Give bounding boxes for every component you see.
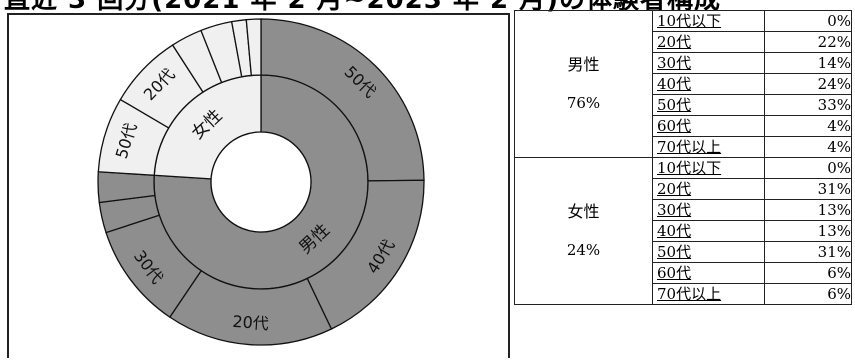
chart-frame: 男性 女性 50代 40代 20代 30代 50代 20代 [7, 13, 510, 358]
percent-cell: 22% [764, 31, 852, 53]
age-cell: 20代 [652, 31, 765, 53]
group-share: 76% [566, 94, 601, 112]
group-cell: 男性 76% [514, 10, 653, 158]
table-row: 男性 76% 10代以下 0% [514, 10, 852, 158]
age-cell: 40代 [652, 220, 765, 242]
age-cell: 60代 [652, 115, 765, 137]
age-cell: 50代 [652, 241, 765, 263]
percent-cell: 13% [764, 199, 852, 221]
percent-cell: 6% [764, 283, 852, 305]
percent-cell: 6% [764, 262, 852, 284]
table-row: 60代 6% [515, 262, 852, 284]
age-cell: 20代 [652, 178, 765, 200]
percent-cell: 31% [764, 178, 852, 200]
table-row: 40代 24% [515, 73, 852, 95]
table-row: 70代以上 6% [515, 283, 852, 305]
age-cell: 60代 [652, 262, 765, 284]
percent-cell: 24% [764, 73, 852, 95]
age-cell: 10代以下 [652, 157, 765, 179]
group-name: 男性 [567, 55, 600, 74]
group-share: 24% [566, 241, 601, 259]
percent-cell: 31% [764, 241, 852, 263]
table-row: 30代 14% [515, 52, 852, 74]
table-row: 20代 22% [515, 31, 852, 53]
percent-cell: 13% [764, 220, 852, 242]
age-cell: 10代以下 [652, 10, 765, 32]
outer-slice-label: 20代 [232, 312, 270, 334]
percent-cell: 0% [764, 10, 852, 32]
age-cell: 70代以上 [652, 283, 765, 305]
outer-slice [245, 18, 262, 77]
age-cell: 30代 [652, 52, 765, 74]
table-row: 20代 31% [515, 178, 852, 200]
percent-cell: 33% [764, 94, 852, 116]
age-cell: 40代 [652, 73, 765, 95]
percent-cell: 14% [764, 52, 852, 74]
table-row: 50代 33% [515, 94, 852, 116]
distribution-table: 男性 76% 10代以下 0% 20代 22% 30代 14% 40代 24% 50代 33% 60代 4… [514, 10, 852, 305]
table-row: 50代 31% [515, 241, 852, 263]
group-name: 女性 [567, 202, 600, 221]
age-cell: 30代 [652, 199, 765, 221]
age-cell: 70代以上 [652, 136, 765, 158]
distribution-table-wrap: 男性 76% 10代以下 0% 20代 22% 30代 14% 40代 24% 50代 33% 60代 4… [514, 10, 855, 360]
table-row: 60代 4% [515, 115, 852, 137]
table-row: 30代 13% [515, 199, 852, 221]
group-cell: 女性 24% [514, 157, 653, 305]
table-row: 70代以上 4% [515, 136, 852, 158]
table-row: 40代 13% [515, 220, 852, 242]
age-cell: 50代 [652, 94, 765, 116]
center-hole [210, 131, 312, 233]
percent-cell: 4% [764, 136, 852, 158]
table-row: 女性 24% 10代以下 0% [514, 157, 852, 305]
percent-cell: 0% [764, 157, 852, 179]
percent-cell: 4% [764, 115, 852, 137]
